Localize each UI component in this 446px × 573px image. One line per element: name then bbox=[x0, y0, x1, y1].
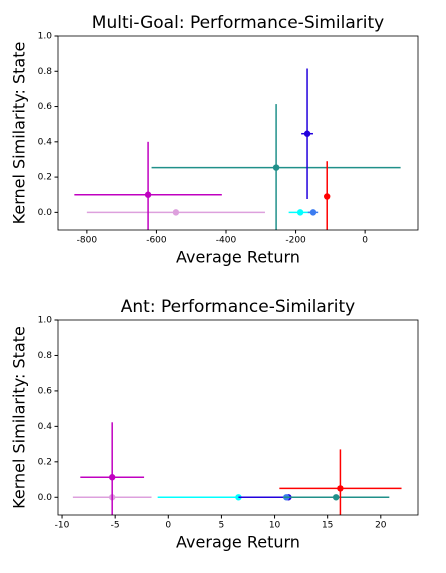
x-tick-label: -200 bbox=[285, 236, 306, 246]
x-tick-label: 5 bbox=[219, 521, 225, 531]
y-tick-label: 0.8 bbox=[38, 67, 53, 77]
x-tick-label: -400 bbox=[216, 236, 237, 246]
point bbox=[332, 494, 340, 501]
point bbox=[108, 474, 116, 481]
y-tick-label: 0.4 bbox=[38, 422, 53, 432]
point bbox=[296, 209, 304, 216]
point bbox=[324, 193, 331, 200]
plot-frame bbox=[57, 35, 419, 231]
x-tick-label: 20 bbox=[375, 521, 387, 531]
y-tick-label: 0.2 bbox=[38, 173, 52, 183]
chart-title: Multi-Goal: Performance-Similarity bbox=[92, 13, 384, 33]
point bbox=[309, 209, 317, 216]
x-axis-label: Average Return bbox=[176, 533, 300, 552]
y-tick-label: 0.0 bbox=[38, 493, 53, 503]
x-tick-label: -5 bbox=[111, 521, 120, 531]
x-tick-label: 0 bbox=[362, 236, 368, 246]
plot-frame bbox=[57, 319, 419, 516]
y-tick-label: 0.0 bbox=[38, 208, 53, 218]
x-tick-label: -600 bbox=[146, 236, 167, 246]
y-tick-label: 1.0 bbox=[38, 316, 53, 326]
x-tick-label: -800 bbox=[77, 236, 98, 246]
y-axis-label: Kernel Similarity: State bbox=[10, 42, 29, 225]
y-tick-label: 1.0 bbox=[38, 32, 53, 42]
x-tick-label: 0 bbox=[165, 521, 171, 531]
point bbox=[172, 209, 180, 216]
x-tick-label: -10 bbox=[55, 521, 70, 531]
point bbox=[144, 191, 152, 198]
point bbox=[272, 164, 280, 171]
y-tick-label: 0.2 bbox=[38, 457, 52, 467]
x-axis-label: Average Return bbox=[176, 248, 300, 267]
point bbox=[303, 130, 311, 137]
y-tick-label: 0.6 bbox=[38, 102, 53, 112]
x-tick-label: 10 bbox=[269, 521, 281, 531]
y-tick-label: 0.4 bbox=[38, 137, 53, 147]
y-tick-label: 0.6 bbox=[38, 386, 53, 396]
chart-title: Ant: Performance-Similarity bbox=[121, 297, 355, 317]
y-tick-label: 0.8 bbox=[38, 351, 53, 361]
x-tick-label: 15 bbox=[322, 521, 333, 531]
point bbox=[337, 485, 344, 492]
y-axis-label: Kernel Similarity: State bbox=[10, 326, 29, 509]
